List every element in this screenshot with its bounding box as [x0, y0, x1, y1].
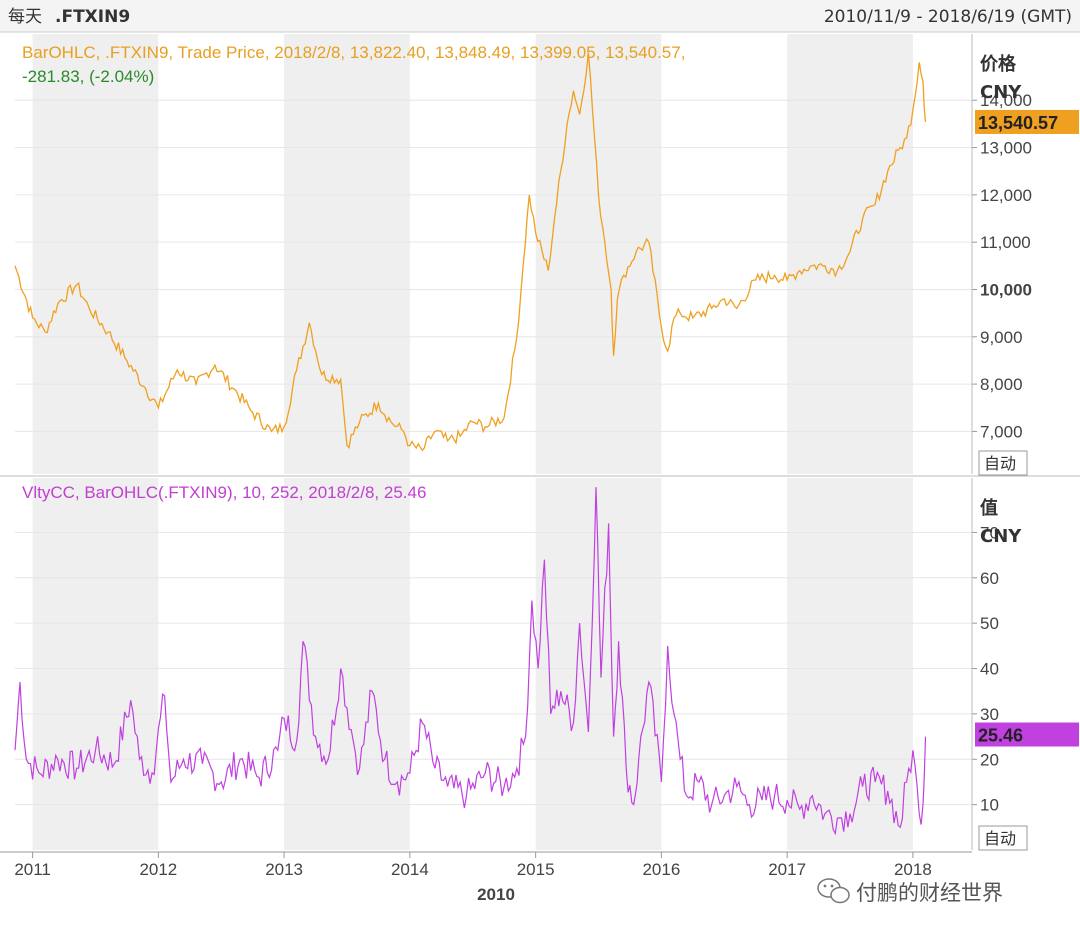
- x-tick-label: 2017: [768, 860, 806, 879]
- date-range[interactable]: 2010/11/9 - 2018/6/19 (GMT): [824, 7, 1072, 27]
- volatility-current-value: 25.46: [978, 725, 1023, 745]
- volatility-shaded-bands: [32, 478, 913, 850]
- shaded-year-band: [787, 478, 913, 850]
- x-axis-ticks: 2011 2012 2013 2014 2015 2016 2017 2018: [14, 852, 932, 879]
- shaded-year-band: [32, 478, 159, 850]
- wechat-icon: [817, 878, 850, 904]
- price-current-value: 13,540.57: [978, 113, 1058, 133]
- y-tick-label: 14,000: [980, 91, 1032, 110]
- y-tick-label: 50: [980, 614, 999, 633]
- x-tick-label: 2012: [139, 860, 177, 879]
- y-tick-label: 9,000: [980, 328, 1023, 347]
- x-tick-label: 2016: [642, 860, 680, 879]
- price-auto-button-box[interactable]: [978, 450, 1028, 476]
- y-tick-label: 7,000: [980, 422, 1023, 441]
- y-tick-label: 13,000: [980, 139, 1032, 158]
- price-axis-title: 价格: [980, 53, 1017, 75]
- price-current-badge: [975, 109, 1079, 134]
- price-shaded-bands: [32, 34, 913, 474]
- watermark: 付鹏的财经世界: [817, 878, 1003, 905]
- instrument-code[interactable]: .FTXIN9: [55, 7, 130, 27]
- price-auto-button-label[interactable]: 自动: [984, 454, 1016, 473]
- price-legend-line2: -281.83, (-2.04%): [22, 67, 154, 86]
- x-tick-label: 2013: [265, 860, 303, 879]
- price-legend-line1: BarOHLC, .FTXIN9, Trade Price, 2018/2/8,…: [22, 43, 685, 62]
- x-axis-label: 2010: [477, 885, 515, 904]
- shaded-year-band: [32, 34, 159, 474]
- volatility-gridlines: [15, 531, 972, 806]
- price-axis-unit: CNY: [980, 82, 1022, 103]
- volatility-auto-button[interactable]: 自动: [978, 825, 1028, 851]
- price-panel: 7,000 8,000 9,000 10,000 11,000 12,000 13,000 1…: [14, 34, 1079, 476]
- y-tick-label: 70: [980, 523, 999, 542]
- shaded-year-band: [535, 34, 662, 474]
- y-tick-label: 30: [980, 705, 999, 724]
- volatility-axis-title: 值: [980, 497, 998, 519]
- price-series-line: [14, 52, 927, 452]
- volatility-legend: VltyCC, BarOHLC(.FTXIN9), 10, 252, 2018/…: [22, 483, 426, 502]
- header-bar: [0, 0, 1080, 32]
- x-tick-label: 2018: [894, 860, 932, 879]
- price-auto-button[interactable]: 自动: [978, 450, 1028, 476]
- y-tick-label: 10,000: [980, 280, 1032, 299]
- price-y-ticks: 7,000 8,000 9,000 10,000 11,000 12,000 13,000 1…: [971, 34, 1032, 474]
- price-gridlines: [15, 99, 972, 432]
- y-tick-label: 10: [980, 796, 999, 815]
- x-tick-label: 2011: [14, 860, 51, 879]
- volatility-y-ticks: 10 20 30 40 50 60 70: [971, 478, 999, 850]
- shaded-year-band: [284, 478, 410, 850]
- volatility-auto-button-label[interactable]: 自动: [984, 829, 1016, 848]
- shaded-year-band: [787, 34, 913, 474]
- y-tick-label: 11,000: [980, 233, 1031, 252]
- y-tick-label: 12,000: [980, 186, 1032, 205]
- volatility-current-badge: [975, 722, 1079, 747]
- x-tick-label: 2015: [517, 860, 555, 879]
- shaded-year-band: [284, 34, 410, 474]
- volatility-series-line: [14, 487, 927, 836]
- frequency-label[interactable]: 每天: [8, 7, 42, 27]
- y-tick-label: 40: [980, 660, 999, 679]
- volatility-auto-button-box[interactable]: [978, 825, 1028, 851]
- y-tick-label: 60: [980, 569, 999, 588]
- volatility-panel: 10 20 30 40 50 60 70 VltyCC, BarOHLC(.FTXIN9),…: [14, 478, 1079, 851]
- x-tick-label: 2014: [391, 860, 429, 879]
- shaded-year-band: [535, 478, 662, 850]
- y-tick-label: 20: [980, 750, 999, 769]
- volatility-axis-unit: CNY: [980, 526, 1022, 547]
- y-tick-label: 8,000: [980, 375, 1023, 394]
- watermark-text: 付鹏的财经世界: [856, 881, 1003, 905]
